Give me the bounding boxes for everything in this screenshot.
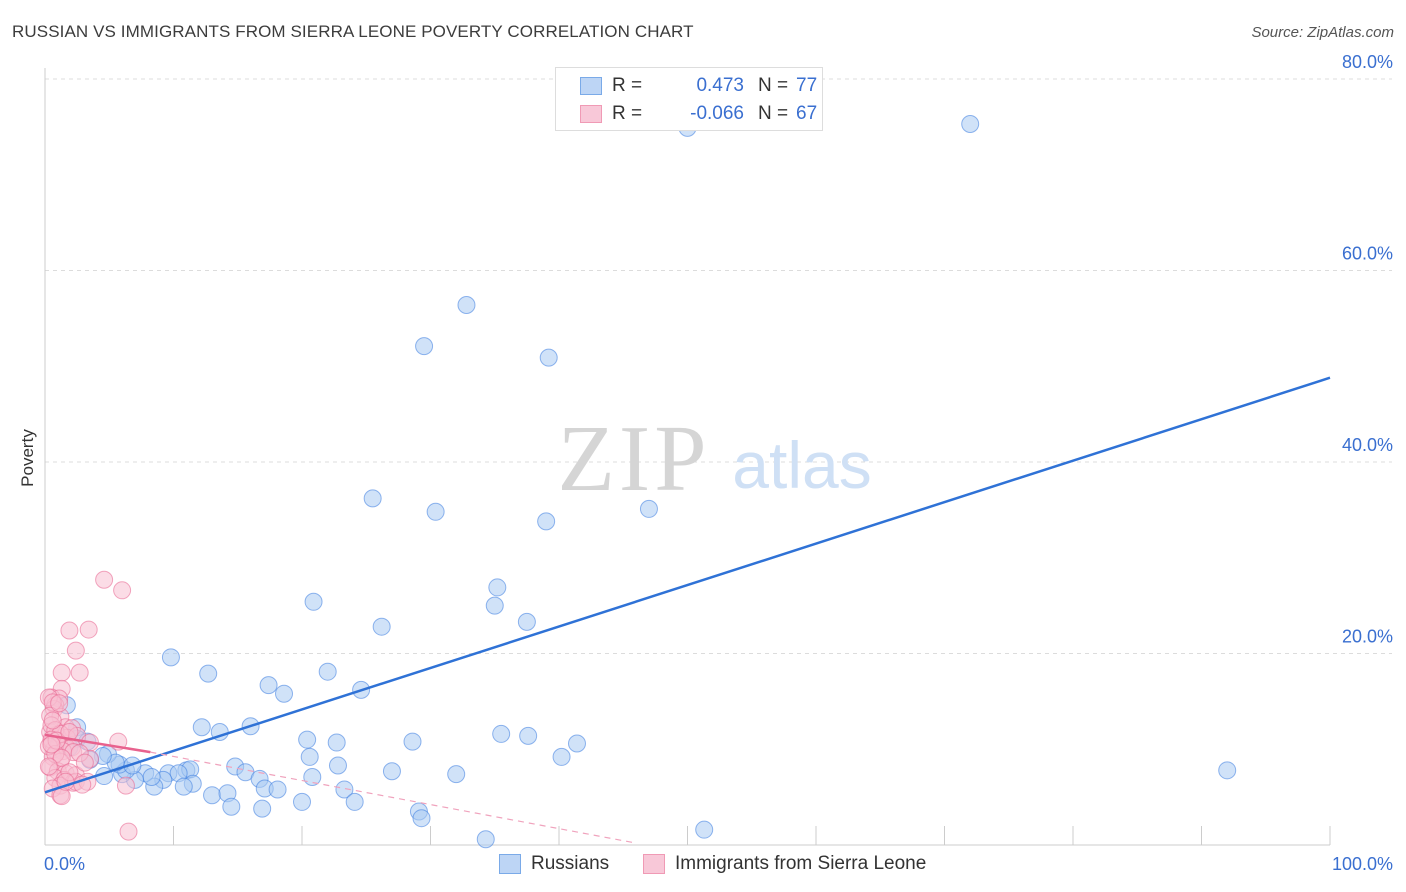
point-russians xyxy=(174,777,193,796)
point-russians xyxy=(192,718,211,737)
point-russians xyxy=(519,726,538,745)
point-russians xyxy=(457,295,476,314)
point-sierra-leone xyxy=(66,641,85,660)
point-sierra-leone xyxy=(39,757,58,776)
point-sierra-leone xyxy=(116,776,135,795)
stats-legend: R = 0.473 N = 77 R = -0.066 N = 67 xyxy=(555,67,823,131)
point-sierra-leone xyxy=(52,663,71,682)
point-russians xyxy=(318,662,337,681)
point-russians xyxy=(1218,761,1237,780)
point-russians xyxy=(415,337,434,356)
point-sierra-leone xyxy=(50,694,69,713)
trend-line-sierra-leone xyxy=(44,733,151,754)
point-russians xyxy=(363,489,382,508)
point-sierra-leone xyxy=(75,753,94,772)
point-russians xyxy=(426,502,445,521)
point-russians xyxy=(328,756,347,775)
y-tick-label: 20.0% xyxy=(1342,627,1393,647)
legend-swatch-russians xyxy=(580,77,602,95)
bottom-legend-russians: Russians xyxy=(499,852,609,876)
y-tick-label: 80.0% xyxy=(1342,52,1393,72)
point-russians xyxy=(335,780,354,799)
trend-lines xyxy=(44,376,1331,844)
point-russians xyxy=(537,512,556,531)
x-tick-label-right: 100.0% xyxy=(1332,854,1393,874)
legend-r-label: R = xyxy=(612,103,643,124)
point-russians xyxy=(695,820,714,839)
point-sierra-leone xyxy=(42,735,61,754)
point-russians xyxy=(275,684,294,703)
point-russians xyxy=(304,592,323,611)
point-sierra-leone xyxy=(60,621,79,640)
point-russians xyxy=(253,799,272,818)
point-russians xyxy=(293,792,311,811)
watermark-atlas: atlas xyxy=(732,428,871,502)
point-russians xyxy=(412,809,431,828)
legend-n-label: N = xyxy=(758,75,789,96)
point-russians xyxy=(298,730,317,749)
source-label: Source: ZipAtlas.com xyxy=(1251,24,1394,41)
legend-r-value: 0.473 xyxy=(696,75,744,96)
point-russians xyxy=(476,830,495,849)
grid-lines xyxy=(45,78,1392,654)
bottom-legend-label-sierra-leone: Immigrants from Sierra Leone xyxy=(675,853,927,874)
point-russians xyxy=(327,733,346,752)
point-russians xyxy=(447,765,466,784)
y-axis-label: Poverty xyxy=(18,429,37,487)
point-sierra-leone xyxy=(95,570,114,589)
bottom-legend-label-russians: Russians xyxy=(531,853,610,874)
point-russians xyxy=(268,780,287,799)
watermark: ZIP atlas xyxy=(558,407,872,511)
watermark-zip: ZIP xyxy=(558,407,711,511)
point-sierra-leone xyxy=(52,748,71,767)
point-russians xyxy=(372,617,391,636)
point-russians xyxy=(203,786,222,805)
point-sierra-leone xyxy=(113,581,132,600)
point-russians xyxy=(303,768,322,787)
point-russians xyxy=(222,797,241,816)
point-russians xyxy=(492,724,511,743)
point-russians xyxy=(259,676,278,695)
trend-line-russians xyxy=(44,376,1331,794)
point-russians xyxy=(382,762,401,781)
legend-swatch-sierra-leone xyxy=(580,105,602,123)
legend-n-label: N = xyxy=(758,103,789,124)
trend-line-sierra-leone-extension xyxy=(150,751,637,844)
point-russians xyxy=(567,734,586,753)
y-tick-label: 40.0% xyxy=(1342,435,1393,455)
series-sierra-leone xyxy=(39,570,138,841)
point-russians xyxy=(199,664,218,683)
y-tick-label: 60.0% xyxy=(1342,244,1393,264)
bottom-legend-sierra-leone: Immigrants from Sierra Leone xyxy=(643,852,926,876)
axes xyxy=(44,68,1331,846)
point-russians xyxy=(539,348,558,367)
legend-n-value: 77 xyxy=(796,75,818,96)
point-russians xyxy=(485,596,504,615)
legend-n-value: 67 xyxy=(796,103,818,124)
chart-title: RUSSIAN VS IMMIGRANTS FROM SIERRA LEONE … xyxy=(12,22,694,41)
point-russians xyxy=(961,115,980,134)
point-russians xyxy=(552,747,571,766)
point-sierra-leone xyxy=(119,822,138,841)
point-russians xyxy=(639,499,658,518)
legend-r-label: R = xyxy=(612,75,643,96)
point-russians xyxy=(345,792,364,811)
point-sierra-leone xyxy=(70,663,89,682)
point-russians xyxy=(161,648,180,667)
axis-labels: 20.0% 40.0% 60.0% 80.0% 0.0% 100.0% Poverty xyxy=(18,52,1393,874)
point-sierra-leone xyxy=(43,711,62,730)
bottom-legend-swatch-sierra-leone xyxy=(643,854,665,874)
point-sierra-leone xyxy=(60,723,79,742)
point-russians xyxy=(300,747,319,766)
bottom-legend-swatch-russians xyxy=(499,854,521,874)
point-russians xyxy=(488,578,507,597)
point-russians xyxy=(403,732,422,751)
point-sierra-leone xyxy=(79,620,98,639)
point-russians xyxy=(142,768,161,787)
point-russians xyxy=(517,612,536,631)
x-tick-label-left: 0.0% xyxy=(44,854,85,874)
legend-r-value: -0.066 xyxy=(690,103,744,124)
